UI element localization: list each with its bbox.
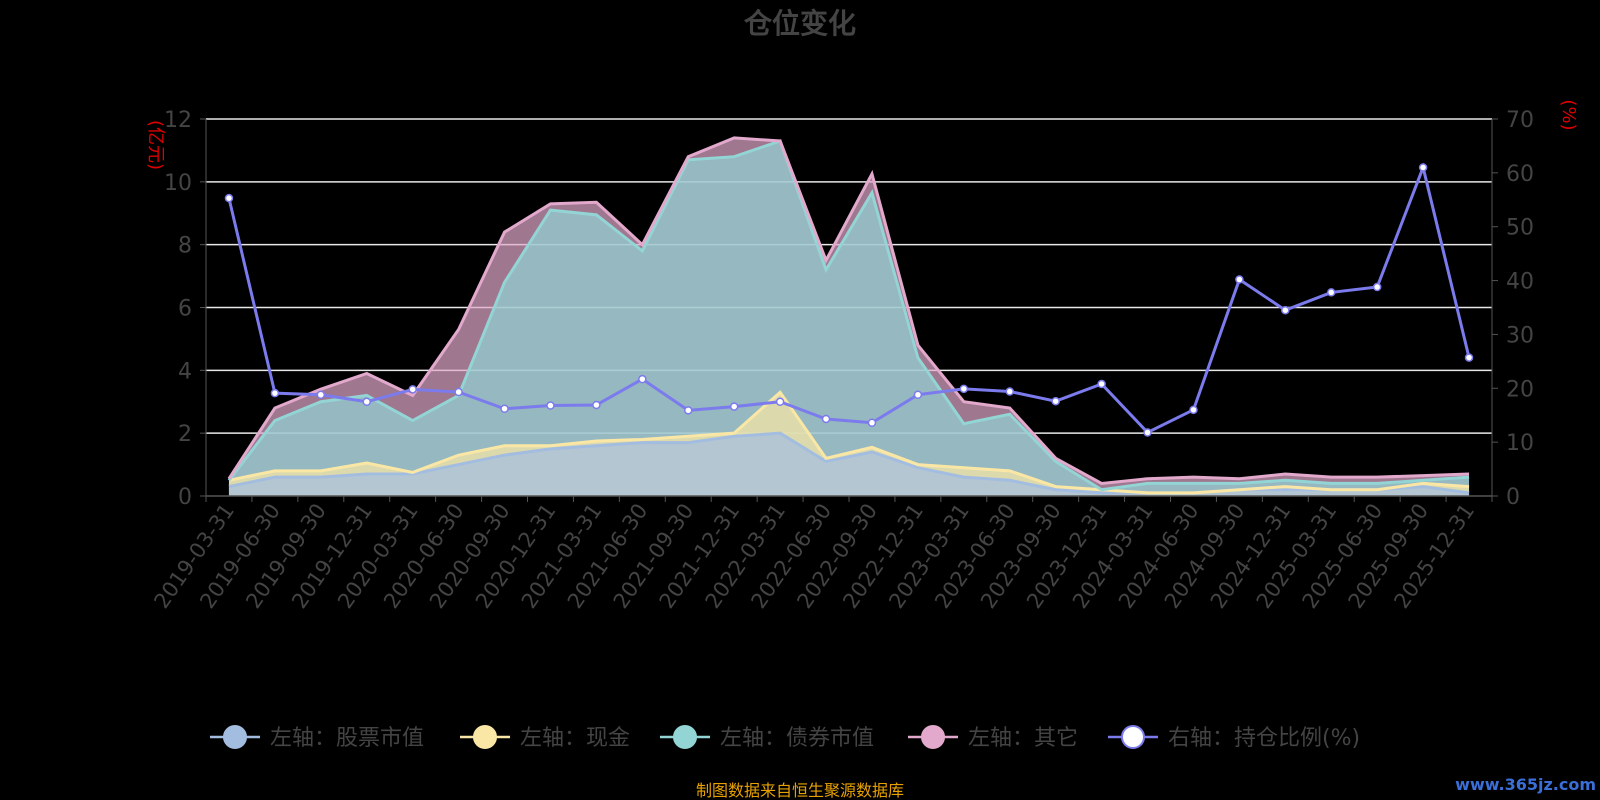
legend-item[interactable]: 左轴：现金 (460, 725, 630, 751)
ratio-point (959, 384, 969, 394)
area-outline-fae7a5 (228, 390, 1470, 495)
legend-label: 左轴：现金 (520, 726, 630, 751)
ratio-point (1235, 275, 1244, 284)
ratio-point (1005, 387, 1014, 396)
left-tick-label: 8 (178, 234, 192, 259)
left-tick-label: 2 (178, 422, 192, 447)
left-tick-label: 12 (164, 108, 192, 133)
ratio-point (316, 390, 326, 399)
legend-label: 左轴：股票市值 (270, 726, 424, 751)
chart-title: 仓位变化 (744, 7, 856, 40)
legend-label: 左轴：债券市值 (720, 726, 874, 751)
legend[interactable]: 左轴：股票市值 左轴：现金 左轴：债券市值 左轴：其它 右轴：持仓比例(%) (210, 725, 1360, 751)
legend-item[interactable]: 左轴：债券市值 (660, 725, 874, 751)
ratio-point (270, 388, 280, 398)
ratio-point (913, 390, 923, 399)
right-tick-label: 10 (1506, 431, 1534, 456)
ratio-point (1372, 282, 1382, 292)
ratio-point (1281, 305, 1290, 315)
area-outline-93d4d4 (227, 139, 1470, 492)
legend-label: 右轴：持仓比例(%) (1168, 726, 1360, 751)
area-outline-e2a9cc (227, 136, 1470, 485)
ratio-point (638, 374, 647, 384)
right-tick-label: 30 (1506, 323, 1534, 348)
area-a3bde0 (228, 433, 1470, 496)
legend-marker (473, 725, 497, 749)
legend-marker (673, 725, 697, 749)
right-tick-label: 60 (1506, 162, 1534, 187)
left-tick-label: 0 (178, 485, 192, 510)
left-tick-label: 4 (178, 359, 192, 384)
stacked-areas (227, 136, 1470, 496)
ratio-point (454, 387, 463, 397)
ratio-point (1327, 288, 1336, 297)
ratio-point (500, 404, 509, 414)
right-tick-label: 50 (1506, 216, 1534, 241)
left-axis-label: (亿元) (145, 120, 166, 170)
ratio-point (1143, 428, 1152, 437)
ratio-point (867, 418, 877, 428)
legend-marker (1121, 725, 1145, 749)
ratio-point (1189, 405, 1198, 415)
area-93d4d4 (228, 140, 1470, 496)
legend-item[interactable]: 右轴：持仓比例(%) (1108, 725, 1360, 751)
data-source-note: 制图数据来自恒生聚源数据库 (696, 781, 904, 800)
right-tick-label: 20 (1506, 377, 1534, 402)
ratio-point (684, 406, 693, 415)
ratio-point (775, 397, 785, 406)
ratio-point (1097, 379, 1106, 389)
right-tick-label: 0 (1506, 485, 1520, 510)
watermark: www.365jz.com (1455, 775, 1596, 794)
ratio-point (1464, 353, 1474, 362)
left-tick-label: 6 (178, 297, 192, 322)
ratio-point (729, 402, 739, 411)
right-axis-label: (%) (1558, 99, 1579, 130)
area-outline-a3bde0 (228, 431, 1470, 495)
ratio-point (362, 397, 371, 406)
ratio-line (224, 162, 1474, 437)
right-tick-label: 70 (1506, 108, 1534, 133)
legend-marker (223, 725, 247, 749)
legend-item[interactable]: 左轴：股票市值 (210, 725, 424, 751)
ratio-point (821, 414, 831, 424)
ratio-point (224, 193, 234, 203)
legend-marker (921, 725, 945, 749)
legend-item[interactable]: 左轴：其它 (908, 725, 1078, 751)
ratio-point (1051, 396, 1060, 406)
ratio-point (1418, 163, 1428, 172)
right-tick-label: 40 (1506, 270, 1534, 295)
ratio-point (546, 401, 555, 410)
ratio-point (592, 400, 601, 410)
ratio-point (408, 385, 417, 394)
left-tick-label: 10 (164, 171, 192, 196)
ratio-polyline (227, 162, 1471, 435)
legend-label: 左轴：其它 (968, 726, 1078, 751)
